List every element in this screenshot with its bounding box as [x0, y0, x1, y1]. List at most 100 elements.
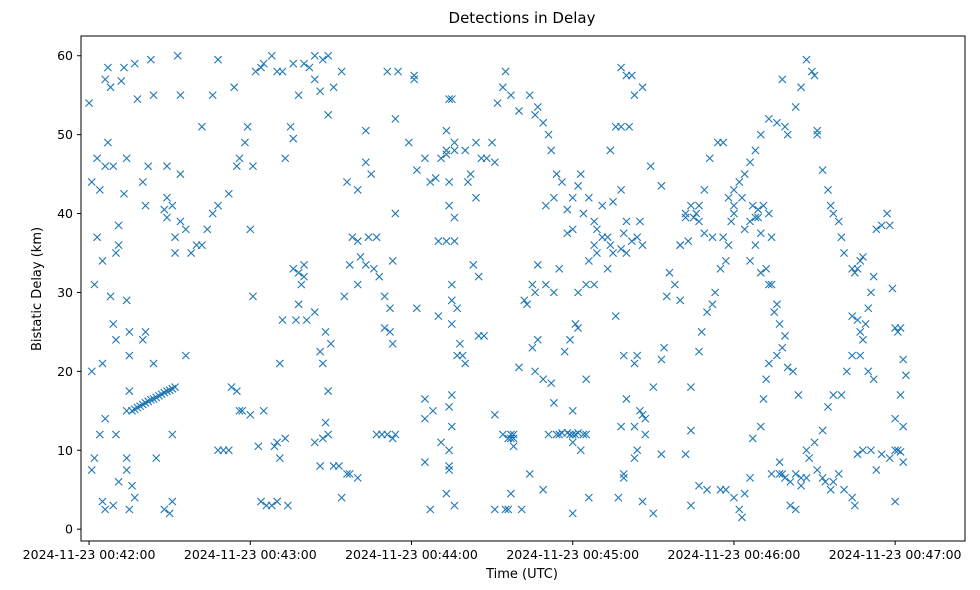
data-point: [786, 501, 795, 510]
data-point: [574, 428, 583, 437]
data-point: [818, 473, 827, 482]
data-point: [858, 446, 867, 455]
data-point: [300, 260, 309, 269]
data-point: [856, 351, 865, 360]
data-point: [300, 59, 309, 68]
data-point: [122, 454, 131, 463]
data-point: [783, 363, 792, 372]
data-point: [751, 146, 760, 155]
data-point: [447, 391, 456, 400]
data-point: [805, 454, 814, 463]
data-point: [700, 185, 709, 194]
data-point: [695, 217, 703, 226]
data-point: [850, 501, 859, 510]
data-point: [582, 430, 591, 439]
plot-area: [80, 35, 966, 542]
data-point: [686, 383, 695, 392]
data-point: [872, 465, 881, 474]
data-point: [547, 379, 556, 388]
data-point: [412, 304, 421, 313]
data-point: [122, 296, 131, 305]
data-point: [711, 288, 720, 297]
data-point: [681, 213, 690, 222]
data-point: [453, 304, 462, 313]
data-point: [557, 177, 566, 186]
data-point: [461, 359, 470, 368]
data-point: [592, 225, 601, 234]
data-point: [729, 201, 738, 210]
data-point: [759, 394, 768, 403]
data-point: [649, 509, 658, 518]
data-point: [469, 260, 478, 269]
data-point: [789, 367, 798, 376]
data-point: [622, 394, 631, 403]
data-point: [606, 241, 615, 250]
data-point: [106, 292, 115, 301]
data-point: [866, 446, 875, 455]
x-axis-label: Time (UTC): [485, 567, 558, 582]
data-point: [622, 249, 631, 257]
data-point: [657, 355, 666, 364]
data-point: [493, 99, 502, 108]
data-point: [729, 209, 738, 218]
data-point: [125, 387, 134, 396]
data-points: [85, 51, 910, 522]
data-point: [770, 308, 779, 317]
data-point: [488, 138, 497, 147]
data-point: [289, 134, 298, 143]
data-point: [657, 450, 666, 459]
data-point: [740, 225, 749, 234]
data-point: [619, 229, 628, 238]
data-point: [625, 122, 634, 131]
data-point: [697, 327, 706, 336]
data-point: [853, 264, 862, 273]
data-point: [767, 280, 776, 289]
data-point: [877, 450, 886, 459]
data-point: [864, 304, 873, 313]
data-point: [721, 256, 730, 265]
data-point: [617, 185, 626, 194]
data-point: [192, 241, 201, 250]
data-point: [834, 217, 843, 226]
data-point: [681, 450, 690, 459]
data-point: [412, 166, 421, 175]
data-point: [850, 268, 859, 277]
data-point: [660, 343, 669, 352]
data-point: [232, 162, 241, 171]
data-point: [171, 233, 180, 242]
data-point: [305, 63, 314, 72]
plot-frame: [80, 35, 966, 542]
data-point: [353, 185, 362, 194]
data-point: [896, 447, 905, 456]
data-point: [630, 359, 639, 368]
data-point: [813, 130, 822, 139]
data-point: [240, 138, 249, 147]
data-point: [724, 241, 733, 250]
data-point: [257, 497, 266, 506]
data-point: [442, 126, 451, 135]
data-point: [447, 95, 456, 104]
data-point: [568, 193, 577, 202]
data-point: [232, 387, 241, 396]
data-point: [525, 91, 534, 100]
x-tick-label: 2024-11-23 00:45:00: [506, 547, 639, 562]
data-point: [246, 410, 255, 419]
data-point: [823, 185, 832, 194]
data-point: [740, 170, 749, 179]
data-point: [149, 359, 158, 368]
data-point: [764, 359, 773, 368]
data-point: [214, 201, 223, 210]
data-point: [447, 280, 456, 289]
data-point: [794, 391, 803, 400]
data-point: [780, 331, 789, 340]
data-point: [872, 225, 881, 234]
data-point: [318, 359, 327, 368]
data-point: [101, 505, 110, 514]
data-point: [737, 513, 746, 522]
data-point: [251, 67, 260, 76]
data-point: [810, 438, 819, 447]
data-point: [633, 351, 642, 360]
data-point: [579, 430, 588, 439]
data-point: [372, 233, 381, 242]
data-point: [176, 217, 185, 226]
